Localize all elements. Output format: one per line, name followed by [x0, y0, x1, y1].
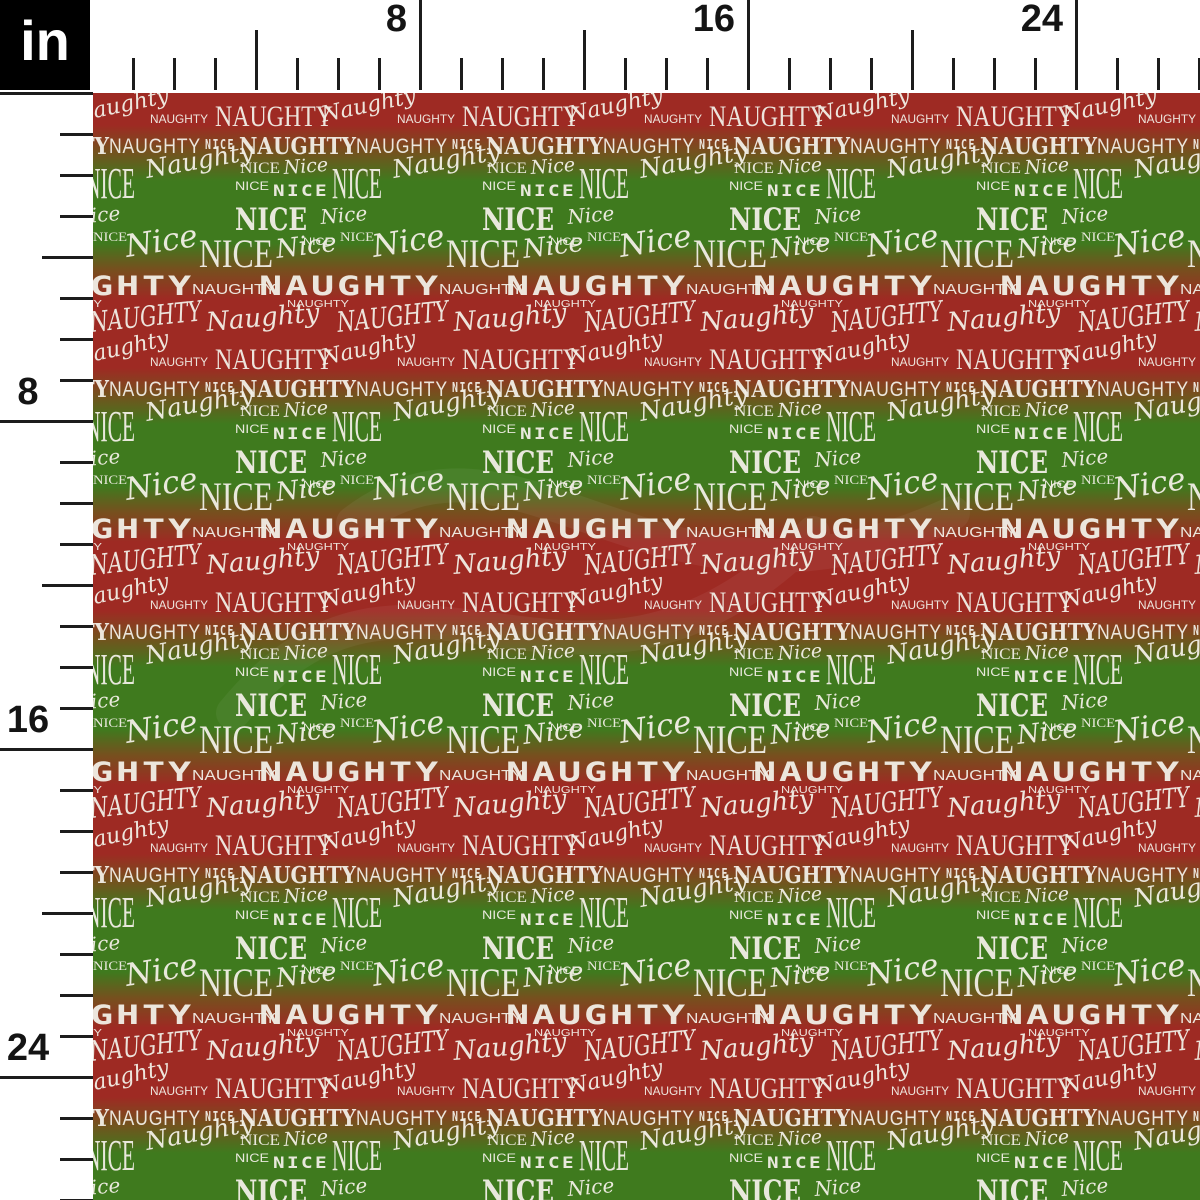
ruler-tick	[952, 58, 955, 90]
ruler-tick	[501, 58, 504, 90]
ruler-tick	[60, 297, 93, 300]
ruler-tick	[60, 830, 93, 833]
ruler-tick	[460, 58, 463, 90]
ruler-tick	[173, 58, 176, 90]
ruler-tick	[1157, 58, 1160, 90]
ruler-tick	[60, 133, 93, 136]
ruler-label: 8	[385, 0, 407, 40]
ruler-tick	[337, 58, 340, 90]
ruler-tick	[60, 502, 93, 505]
ruler-tick	[1198, 58, 1200, 90]
ruler-tick	[60, 1117, 93, 1120]
ruler-tick	[255, 30, 258, 90]
ruler-tick	[1034, 58, 1037, 90]
ruler-left: 8 16 24	[0, 90, 93, 1200]
ruler-tick	[60, 994, 93, 997]
ruler-tick	[42, 256, 93, 259]
ruler-tick	[1075, 0, 1078, 90]
ruler-tick	[993, 58, 996, 90]
ruler-unit-label: in	[20, 9, 70, 72]
ruler-tick	[60, 174, 93, 177]
ruler-tick	[60, 1035, 93, 1038]
ruler-tick	[42, 584, 93, 587]
ruler-tick	[60, 953, 93, 956]
ruler-unit-box: in	[0, 0, 90, 90]
ruler-tick	[132, 58, 135, 90]
ruler-tick	[0, 92, 93, 95]
ruler-tick	[829, 58, 832, 90]
ruler-top: in 8 16 24	[0, 0, 1200, 90]
fabric-pattern-fill	[93, 93, 1200, 1200]
ruler-label: 16	[6, 699, 50, 741]
ruler-label: 24	[6, 1027, 50, 1069]
ruler-tick	[60, 666, 93, 669]
ruler-tick	[706, 58, 709, 90]
ruler-tick	[60, 338, 93, 341]
ruler-tick	[42, 912, 93, 915]
ruler-tick	[0, 1076, 93, 1079]
ruler-tick	[378, 58, 381, 90]
ruler-label: 16	[692, 0, 735, 40]
ruler-tick	[60, 625, 93, 628]
ruler-tick	[1116, 58, 1119, 90]
ruler-tick	[60, 1158, 93, 1161]
ruler-tick	[60, 707, 93, 710]
ruler-tick	[419, 0, 422, 90]
ruler-tick	[60, 871, 93, 874]
ruler-tick	[0, 748, 93, 751]
ruler-tick	[542, 58, 545, 90]
ruler-tick	[747, 0, 750, 90]
ruler-tick	[60, 379, 93, 382]
ruler-tick	[296, 58, 299, 90]
ruler-tick	[583, 30, 586, 90]
ruler-tick	[788, 58, 791, 90]
ruler-tick	[60, 461, 93, 464]
ruler-tick	[665, 58, 668, 90]
ruler-tick	[0, 420, 93, 423]
ruler-label: 24	[1020, 0, 1063, 40]
ruler-tick	[60, 789, 93, 792]
fabric-pattern: NAUGHTYNAUGHTYNaughtyNAUGHTYNICENAUGHTYN…	[93, 93, 1200, 1200]
fabric-pattern-svg: NAUGHTYNAUGHTYNaughtyNAUGHTYNICENAUGHTYN…	[93, 93, 1200, 1200]
ruler-tick	[911, 30, 914, 90]
ruler-tick	[214, 58, 217, 90]
ruler-tick	[870, 58, 873, 90]
ruler-tick	[60, 215, 93, 218]
ruler-tick	[60, 543, 93, 546]
ruler-label: 8	[17, 371, 39, 413]
ruler-tick	[624, 58, 627, 90]
